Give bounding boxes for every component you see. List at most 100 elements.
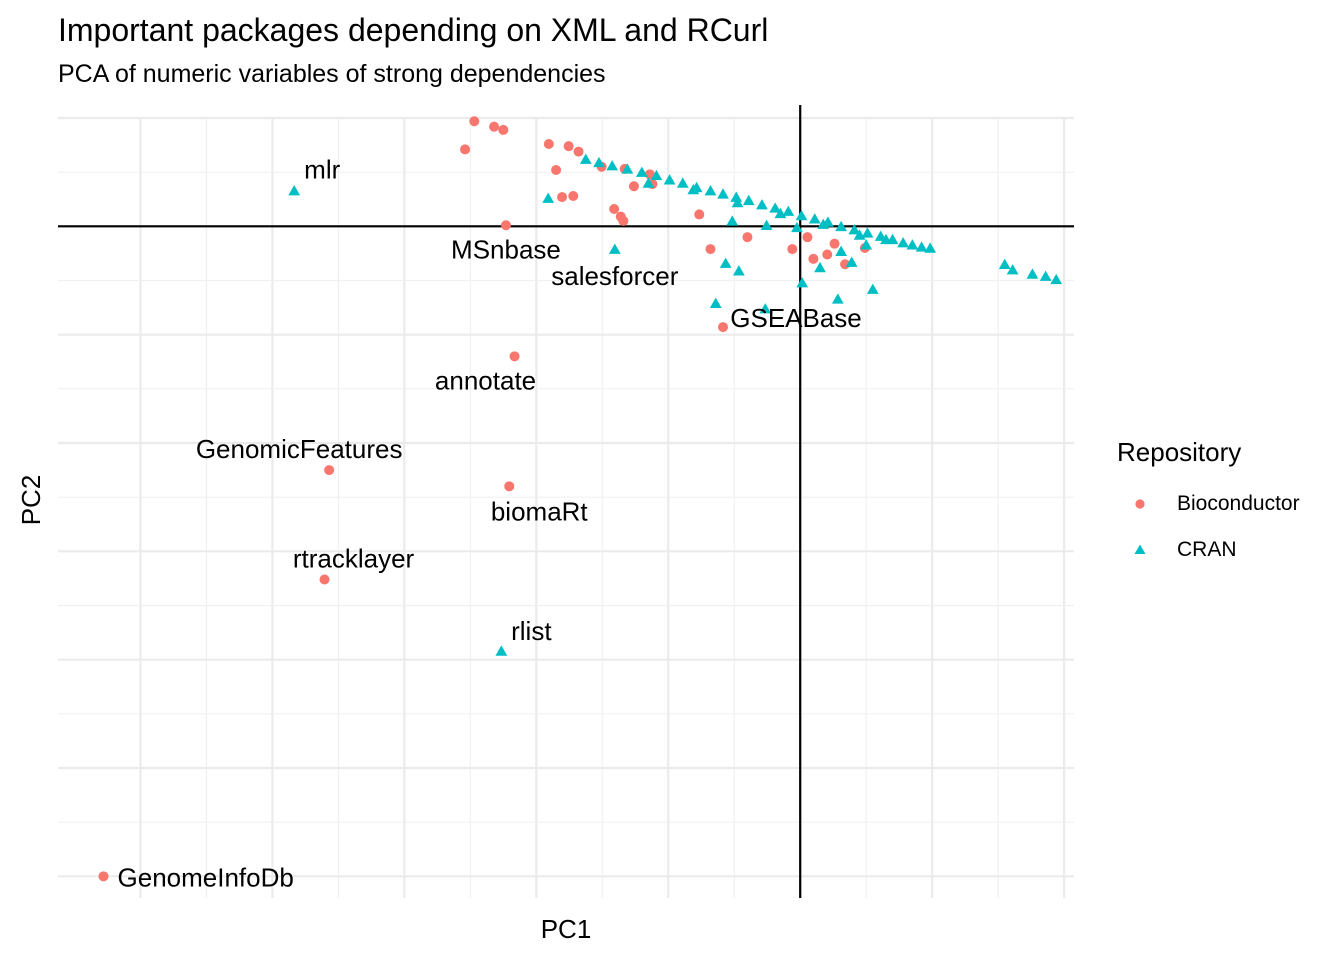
point-cran	[759, 303, 772, 314]
point-cran	[704, 184, 717, 196]
point-cran	[861, 227, 874, 238]
point-cran	[1039, 270, 1052, 281]
legend-item-bioconductor: Bioconductor	[1125, 489, 1300, 519]
point-label: rtracklayer	[293, 544, 415, 574]
chart-title: Important packages depending on XML and …	[58, 12, 769, 48]
point-cran	[650, 169, 663, 181]
point-cran	[814, 261, 826, 273]
point-bioconductor	[563, 141, 574, 152]
legend-key-circle	[1135, 499, 1145, 509]
point-bioconductor	[498, 124, 509, 135]
point-cran	[687, 183, 700, 195]
point-cran	[795, 209, 808, 221]
point-bioconductor	[694, 209, 705, 220]
point-cran	[853, 229, 866, 240]
point-bioconductor	[829, 238, 840, 249]
point-cran	[1026, 268, 1039, 279]
point-bioconductor	[742, 232, 753, 243]
point-cran	[1050, 273, 1063, 285]
reference-lines	[58, 105, 1074, 898]
y-axis-label: PC2	[16, 475, 46, 526]
legend-item-cran: CRAN	[1125, 535, 1237, 565]
point-cran	[1006, 264, 1019, 275]
point-label: annotate	[435, 365, 536, 395]
point-cran	[906, 239, 919, 250]
point-cran	[845, 256, 858, 267]
point-cran	[915, 241, 928, 252]
point-cran	[774, 207, 787, 219]
point-bioconductor	[324, 465, 335, 476]
point-cran	[709, 297, 722, 309]
point-bioconductor	[787, 244, 798, 255]
point-cran	[831, 293, 844, 304]
point-cran	[835, 220, 847, 232]
point-cran	[676, 177, 689, 188]
point-bioconductor	[705, 244, 716, 255]
point-cran	[817, 218, 830, 229]
point-bioconductor	[718, 322, 729, 333]
point-cran	[726, 215, 739, 226]
point-bioconductor	[460, 144, 471, 155]
point-cran	[848, 223, 861, 235]
point-cran	[608, 243, 621, 254]
point-bioconductor	[568, 191, 579, 201]
point-bioconductor	[489, 121, 500, 132]
point-cran	[835, 245, 847, 257]
point-bioconductor	[509, 351, 520, 362]
point-cran	[719, 257, 732, 268]
point-bioconductor	[557, 192, 568, 203]
point-cran	[998, 258, 1011, 270]
point-cran	[742, 194, 755, 206]
point-label: rlist	[511, 616, 552, 646]
point-bioconductor	[573, 146, 584, 157]
point-bioconductor	[504, 481, 515, 492]
point-cran	[796, 277, 809, 288]
point-cran	[860, 239, 873, 250]
point-cran	[621, 163, 634, 174]
point-cran	[866, 283, 879, 294]
point-cran	[897, 236, 910, 248]
point-cran	[730, 191, 743, 202]
point-label: GenomicFeatures	[196, 434, 403, 464]
point-cran	[542, 192, 555, 203]
point-cran	[880, 233, 892, 245]
point-bioconductor	[319, 574, 330, 585]
point-cran	[760, 219, 773, 231]
point-bioconductor	[469, 116, 480, 127]
point-bioconductor	[802, 232, 813, 243]
point-cran	[288, 184, 301, 196]
data-points	[98, 116, 1063, 882]
point-cran	[495, 645, 508, 656]
point-bioconductor	[551, 165, 562, 175]
point-cran	[579, 153, 592, 164]
point-cran	[732, 265, 745, 276]
legend-key-triangle	[1134, 544, 1146, 554]
point-cran	[642, 177, 655, 188]
point-label: salesforcer	[551, 261, 678, 291]
point-cran	[808, 213, 821, 224]
point-bioconductor	[98, 871, 109, 882]
point-bioconductor	[628, 181, 639, 192]
point-bioconductor	[808, 253, 819, 264]
legend-label: CRAN	[1177, 538, 1237, 561]
point-bioconductor	[500, 220, 511, 231]
point-cran	[717, 188, 729, 199]
point-cran	[782, 205, 795, 216]
point-cran	[769, 202, 782, 213]
chart-subtitle: PCA of numeric variables of strong depen…	[58, 60, 606, 88]
point-cran	[663, 174, 676, 185]
point-cran	[635, 166, 648, 177]
legend-title: Repository	[1117, 437, 1242, 467]
point-cran	[756, 199, 768, 210]
point-cran	[924, 242, 937, 253]
point-bioconductor	[822, 249, 833, 260]
point-cran	[791, 221, 803, 233]
point-bioconductor	[618, 215, 629, 226]
point-label: mlr	[304, 155, 340, 185]
point-label: MSnbase	[451, 234, 561, 264]
point-label: biomaRt	[491, 496, 589, 526]
x-axis-label: PC1	[541, 914, 592, 944]
point-label: GSEABase	[730, 303, 862, 333]
